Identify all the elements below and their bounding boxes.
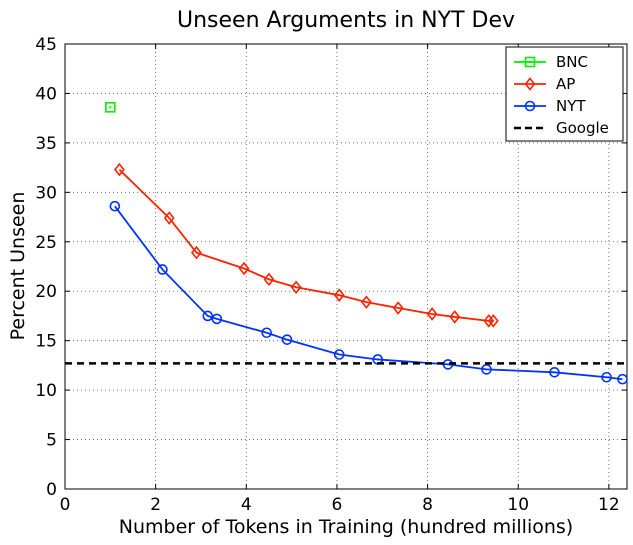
series-line-ap xyxy=(118,168,494,322)
legend-label-bnc: BNC xyxy=(556,53,588,71)
x-tick-label: 6 xyxy=(332,495,343,515)
data-point-bnc xyxy=(105,101,116,113)
y-tick-label: 0 xyxy=(46,480,57,500)
chart-title: Unseen Arguments in NYT Dev xyxy=(177,8,515,33)
data-point-ap xyxy=(487,314,499,328)
y-tick-label: 20 xyxy=(35,282,57,302)
data-point-nyt xyxy=(617,373,628,385)
data-point-ap xyxy=(392,301,404,315)
data-point-nyt xyxy=(109,200,121,212)
data-point-ap xyxy=(163,211,175,225)
x-tick-label: 4 xyxy=(241,495,252,515)
x-tick-label: 0 xyxy=(60,495,71,515)
data-point-ap xyxy=(426,307,438,321)
data-point-ap xyxy=(333,288,345,302)
y-tick-label: 5 xyxy=(46,431,57,451)
legend-marker-bnc-dot xyxy=(529,61,531,63)
x-tick-label: 10 xyxy=(507,495,529,515)
data-point-nyt xyxy=(211,313,223,325)
y-tick-label: 30 xyxy=(35,183,57,203)
data-point-nyt xyxy=(261,327,272,339)
legend-label-google: Google xyxy=(556,119,609,137)
x-axis-label: Number of Tokens in Training (hundred mi… xyxy=(119,516,573,538)
data-point-ap xyxy=(290,280,302,295)
y-tick-label: 45 xyxy=(35,35,57,55)
data-point-ap xyxy=(263,272,275,287)
axes: 0 2 4 6 8 10 12 0 5 10 15 20 25 30 35 40 45 xyxy=(35,35,628,515)
legend-marker-nyt xyxy=(524,100,536,112)
legend-label-nyt: NYT xyxy=(556,97,586,115)
legend-marker-bnc xyxy=(524,56,536,68)
y-tick-label: 40 xyxy=(35,84,57,104)
data-point-ap xyxy=(360,295,372,309)
legend: BNC AP NYT Google xyxy=(505,46,624,142)
data-point-ap xyxy=(113,162,125,177)
y-tick-label: 15 xyxy=(35,332,57,352)
legend-label-ap: AP xyxy=(556,75,575,93)
plot-frame xyxy=(64,43,628,490)
x-tick-label: 2 xyxy=(150,495,161,515)
data-point-nyt xyxy=(281,334,293,345)
data-point-bnc-dot xyxy=(109,106,112,109)
y-tick-label: 25 xyxy=(35,233,57,253)
legend-marker-ap xyxy=(524,77,536,91)
data-point-ap xyxy=(238,261,250,276)
data-point-ap xyxy=(449,310,461,324)
data-point-nyt xyxy=(549,367,560,378)
data-point-nyt xyxy=(333,349,345,360)
y-axis-label: Percent Unseen xyxy=(7,192,29,341)
x-tick-label: 12 xyxy=(598,495,620,515)
data-point-nyt xyxy=(202,310,214,322)
series-line-nyt xyxy=(114,205,623,381)
y-tick-label: 35 xyxy=(35,134,57,154)
y-tick-label: 10 xyxy=(35,381,57,401)
data-point-ap xyxy=(191,245,202,260)
data-point-nyt xyxy=(157,264,168,275)
data-point-nyt xyxy=(601,371,612,383)
x-tick-label: 8 xyxy=(422,495,433,515)
data-point-nyt xyxy=(481,364,492,375)
data-point-ap xyxy=(483,314,495,328)
series-layer xyxy=(65,101,628,385)
